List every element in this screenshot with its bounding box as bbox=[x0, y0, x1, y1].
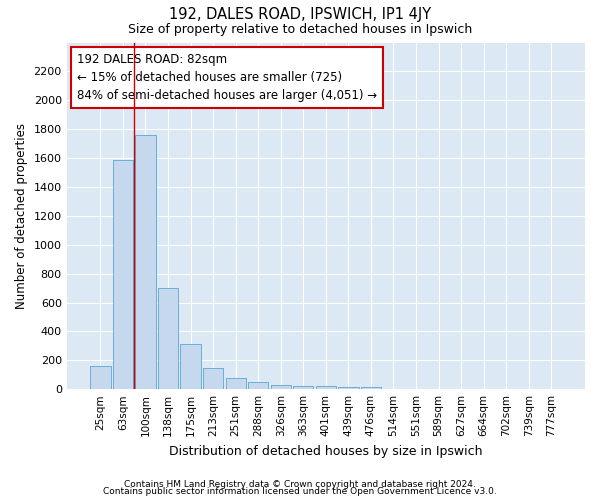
Bar bbox=[203, 368, 223, 389]
Bar bbox=[90, 366, 110, 389]
Bar bbox=[338, 387, 359, 389]
Bar bbox=[271, 385, 291, 389]
Text: Contains public sector information licensed under the Open Government Licence v3: Contains public sector information licen… bbox=[103, 488, 497, 496]
Bar bbox=[293, 386, 313, 389]
Text: Size of property relative to detached houses in Ipswich: Size of property relative to detached ho… bbox=[128, 22, 472, 36]
Bar bbox=[113, 160, 133, 389]
Bar bbox=[316, 386, 336, 389]
X-axis label: Distribution of detached houses by size in Ipswich: Distribution of detached houses by size … bbox=[169, 444, 482, 458]
Bar bbox=[181, 344, 201, 389]
Text: Contains HM Land Registry data © Crown copyright and database right 2024.: Contains HM Land Registry data © Crown c… bbox=[124, 480, 476, 489]
Bar bbox=[361, 387, 381, 389]
Bar bbox=[248, 382, 268, 389]
Bar bbox=[158, 288, 178, 389]
Y-axis label: Number of detached properties: Number of detached properties bbox=[15, 123, 28, 309]
Text: 192, DALES ROAD, IPSWICH, IP1 4JY: 192, DALES ROAD, IPSWICH, IP1 4JY bbox=[169, 8, 431, 22]
Text: 192 DALES ROAD: 82sqm
← 15% of detached houses are smaller (725)
84% of semi-det: 192 DALES ROAD: 82sqm ← 15% of detached … bbox=[77, 53, 377, 102]
Bar bbox=[226, 378, 246, 389]
Bar bbox=[136, 135, 155, 389]
